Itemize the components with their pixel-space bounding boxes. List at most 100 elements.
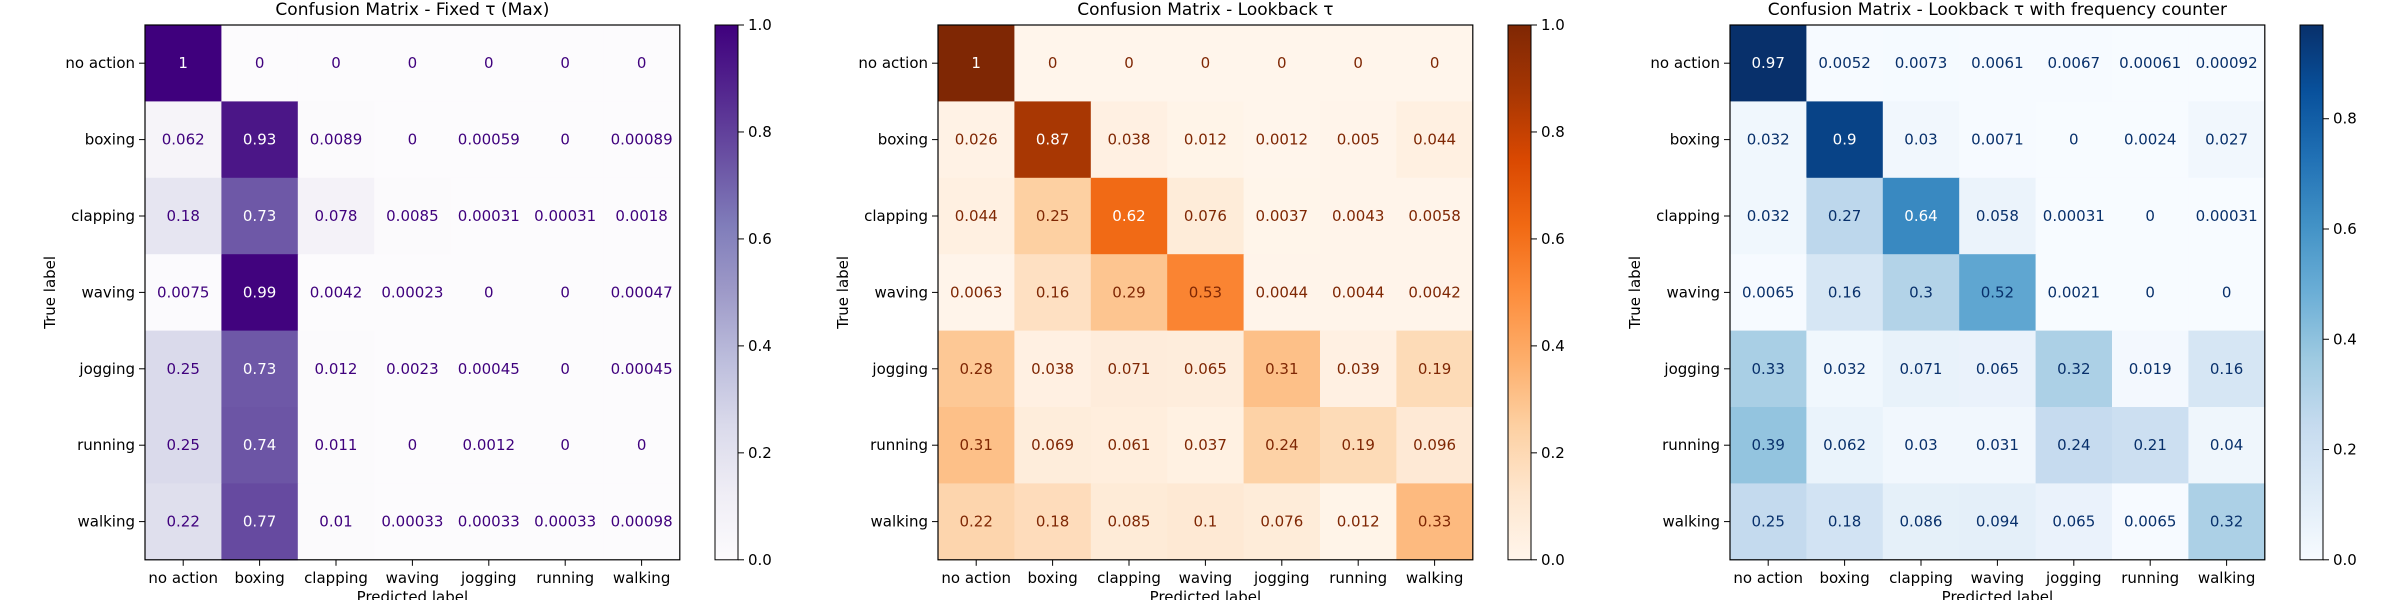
y-tick-label: walking <box>1662 513 1720 531</box>
heatmap-cell <box>1396 25 1474 102</box>
cell-value-label: 0.065 <box>1184 360 1227 378</box>
cell-value-label: 0.0024 <box>2124 131 2177 149</box>
heatmap-cell <box>527 101 604 179</box>
cell-value-label: 0.032 <box>1747 207 1790 225</box>
cell-value-label: 0.0085 <box>386 207 439 225</box>
heatmap-cell <box>527 330 604 408</box>
cell-value-label: 0.64 <box>1904 207 1937 225</box>
cell-value-label: 0.005 <box>1337 131 1380 149</box>
colorbar-gradient <box>2299 24 2324 561</box>
cell-value-label: 0.25 <box>1751 513 1784 531</box>
heatmap-cell <box>1882 483 1960 561</box>
cell-value-label: 0.00033 <box>381 513 443 531</box>
colorbar-tick-label: 0.0 <box>1541 551 1565 569</box>
heatmap-cell <box>1730 101 1807 179</box>
heatmap-cell <box>1090 407 1168 484</box>
cell-value-label: 0.18 <box>1036 513 1069 531</box>
cell-value-label: 0.04 <box>2210 436 2243 454</box>
colorbar-tick-label: 0.4 <box>748 337 772 355</box>
cell-value-label: 0.00092 <box>2196 54 2258 72</box>
cell-value-label: 0.065 <box>2052 513 2095 531</box>
cell-value-label: 0.03 <box>1904 436 1937 454</box>
cell-value-label: 0.00059 <box>458 131 520 149</box>
cell-value-label: 0.032 <box>1823 360 1866 378</box>
cell-value-label: 0.0067 <box>2048 54 2101 72</box>
cell-value-label: 0 <box>1048 54 1058 72</box>
heatmap-cell <box>2035 101 2113 179</box>
heatmap-cell <box>1243 101 1321 179</box>
y-tick-label: running <box>77 436 135 454</box>
cell-value-label: 0.076 <box>1260 513 1303 531</box>
heatmap-cell <box>374 483 452 561</box>
heatmap-cell <box>145 25 222 102</box>
cell-value-label: 0.044 <box>1413 131 1456 149</box>
x-tick-label: running <box>536 569 594 587</box>
heatmap-cell <box>221 254 299 332</box>
heatmap-cell <box>1090 330 1168 408</box>
cell-value-label: 0.012 <box>1337 513 1380 531</box>
heatmap-cell <box>603 25 681 102</box>
cell-value-label: 0.019 <box>2129 360 2172 378</box>
colorbar-tick-label: 0.6 <box>2333 220 2357 238</box>
heatmap-cell <box>2188 330 2266 408</box>
heatmap-cell <box>1806 101 1884 179</box>
heatmap-cell <box>1320 177 1397 255</box>
colorbar-tick-label: 0.4 <box>1541 337 1565 355</box>
heatmap-cell <box>2188 101 2266 179</box>
heatmap-cell <box>2112 330 2189 408</box>
x-tick-label: running <box>1329 569 1387 587</box>
heatmap-cell <box>1243 483 1321 561</box>
cell-value-label: 0.0037 <box>1256 207 1309 225</box>
cell-value-label: 0.065 <box>1976 360 2019 378</box>
heatmap-cell <box>145 483 222 561</box>
colorbar-tick-label: 0.2 <box>2333 441 2357 459</box>
cell-value-label: 0.93 <box>243 131 276 149</box>
heatmap-cell <box>1806 483 1884 561</box>
heatmap-cell <box>145 101 222 179</box>
cell-value-label: 0.0044 <box>1256 283 1309 301</box>
cell-value-label: 0 <box>1277 54 1287 72</box>
cell-value-label: 0.094 <box>1976 513 2019 531</box>
x-tick-label: clapping <box>1889 569 1953 587</box>
heatmap-cell <box>1959 330 2037 408</box>
cell-value-label: 0.77 <box>243 513 276 531</box>
cell-value-label: 0 <box>408 436 418 454</box>
cell-value-label: 0.031 <box>1976 436 2019 454</box>
heatmap-cell <box>1730 407 1807 484</box>
colorbar-tick-label: 0.2 <box>748 444 772 462</box>
heatmap-cell <box>1730 177 1807 255</box>
heatmap-cell <box>2112 25 2189 102</box>
heatmap-cell <box>1090 25 1168 102</box>
heatmap-cell <box>1730 483 1807 561</box>
colorbar-tick-label: 0.4 <box>2333 330 2357 348</box>
x-tick-label: waving <box>386 569 440 587</box>
heatmap-cell <box>1167 483 1245 561</box>
cell-value-label: 0.0073 <box>1895 54 1948 72</box>
heatmap-cell <box>1167 25 1245 102</box>
cell-value-label: 0.032 <box>1747 131 1790 149</box>
x-tick-label: no action <box>941 569 1011 587</box>
y-tick-label: boxing <box>878 131 928 149</box>
cell-value-label: 0.31 <box>1265 360 1298 378</box>
colorbar-tick-label: 1.0 <box>748 16 772 34</box>
cell-value-label: 0.0012 <box>1256 131 1309 149</box>
cell-value-label: 0.19 <box>1418 360 1451 378</box>
x-tick-label: walking <box>2198 569 2256 587</box>
heatmap-cell <box>374 177 452 255</box>
y-tick-label: no action <box>1650 54 1720 72</box>
cell-value-label: 0.9 <box>1833 131 1857 149</box>
heatmap-cell <box>2112 177 2189 255</box>
cell-value-label: 0.069 <box>1031 436 1074 454</box>
cell-value-label: 0 <box>255 54 265 72</box>
heatmap-cell <box>2035 254 2113 332</box>
y-axis-label: True label <box>41 256 59 330</box>
x-axis-label: Predicted label <box>1942 588 2053 600</box>
heatmap-cell <box>1882 25 1960 102</box>
cell-value-label: 0.00045 <box>611 360 673 378</box>
heatmap-cell <box>938 483 1015 561</box>
y-axis-label: True label <box>1626 256 1644 330</box>
heatmap-cell <box>1959 101 2037 179</box>
heatmap-cell <box>1243 25 1321 102</box>
heatmap-cell <box>1243 407 1321 484</box>
